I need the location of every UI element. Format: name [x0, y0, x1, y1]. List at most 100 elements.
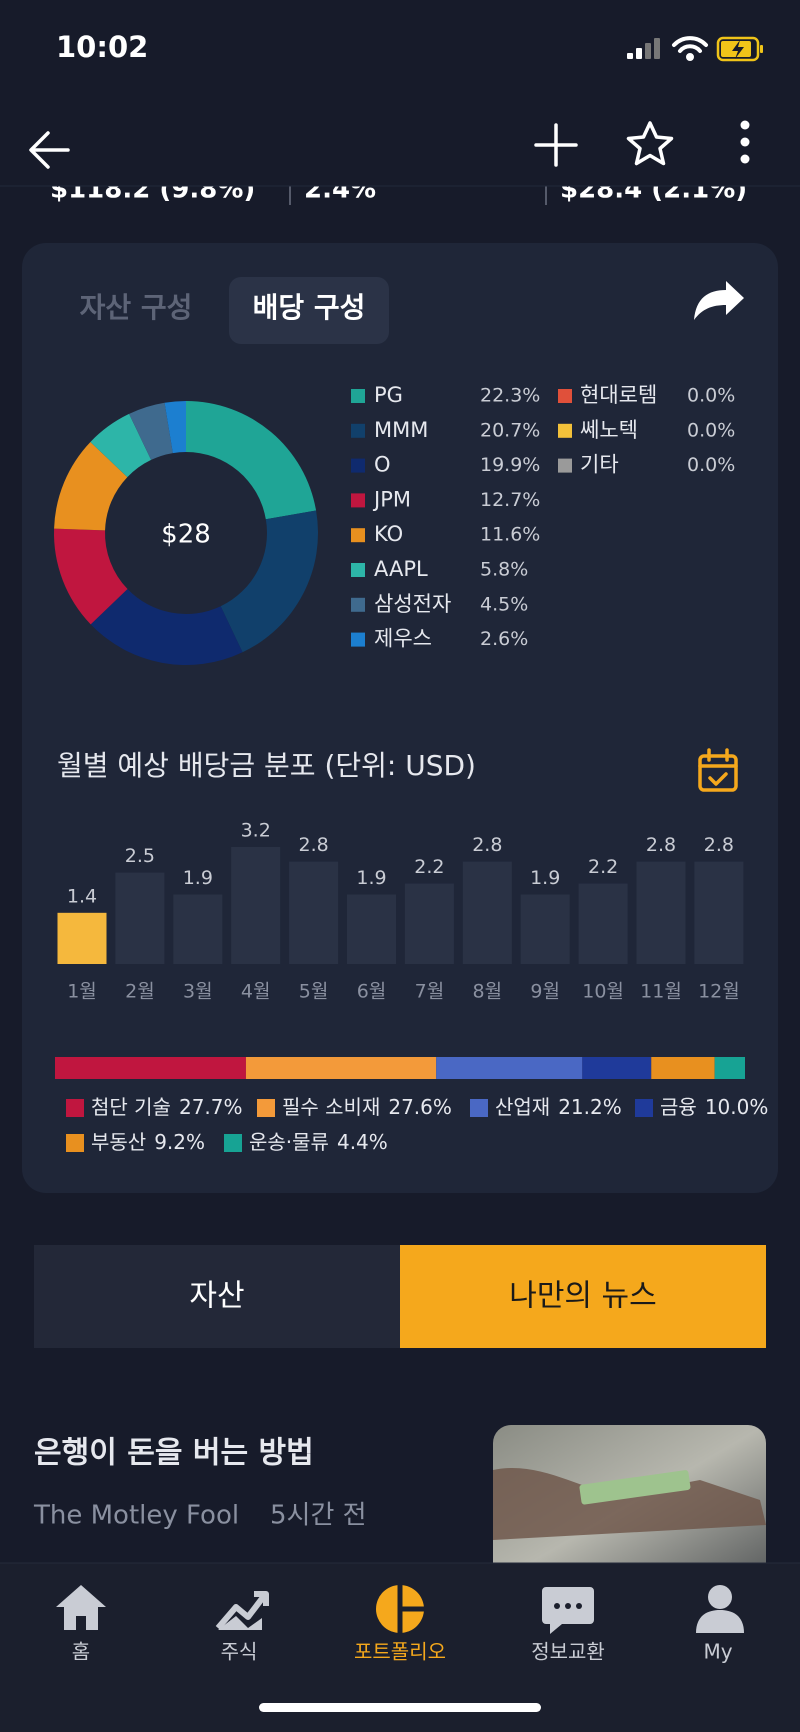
sector-swatch: [635, 1099, 653, 1117]
bar-value-label: 2.8: [472, 834, 502, 856]
sector-value: 10.0%: [705, 1095, 769, 1119]
bar-value-label: 1.9: [530, 867, 560, 889]
legend-swatch: [351, 597, 365, 612]
donut-slice: [90, 413, 152, 478]
nav-home-icon[interactable]: [56, 1585, 106, 1630]
legend-value: 0.0%: [687, 419, 735, 441]
legend-swatch: [351, 493, 365, 508]
donut-slice: [54, 528, 128, 625]
month-label: 10월: [582, 981, 624, 1003]
tab-asset-composition[interactable]: 자산 구성: [80, 291, 193, 324]
month-label: 4월: [241, 981, 271, 1003]
sector-legend: 운송·물류 4.4%: [249, 1130, 388, 1154]
legend-value: 5.8%: [480, 559, 528, 581]
share-button[interactable]: [694, 281, 744, 320]
month-label: 2월: [125, 981, 155, 1003]
month-bar: [347, 894, 396, 964]
sector-value: 27.7%: [179, 1095, 243, 1119]
nav-label[interactable]: 주식: [221, 1640, 258, 1664]
sector-legend: 부동산 9.2%: [91, 1130, 205, 1154]
nav-stock-icon[interactable]: [215, 1591, 269, 1630]
sector-swatch: [257, 1099, 275, 1117]
month-label: 5월: [299, 981, 329, 1003]
nav-stock-icon-fill: [218, 1616, 262, 1630]
month-label: 7월: [415, 981, 445, 1003]
bar-value-label: 1.4: [67, 885, 97, 907]
add-button[interactable]: [534, 123, 578, 167]
month-label: 9월: [530, 981, 560, 1003]
tab-dividend-composition[interactable]: 배당 구성: [253, 291, 366, 324]
bar-value-label: 1.9: [356, 867, 386, 889]
month-label: 12월: [698, 981, 740, 1003]
month-label: 3월: [183, 981, 213, 1003]
sector-name: 필수 소비재: [282, 1095, 380, 1119]
donut-slice: [90, 589, 243, 666]
sector-swatch: [470, 1099, 488, 1117]
month-bar: [57, 912, 107, 964]
month-bar: [636, 861, 686, 964]
sector-name: 운송·물류: [249, 1130, 329, 1154]
legend-name: PG: [374, 383, 403, 407]
legend-name: 현대로템: [580, 383, 657, 407]
month-label: 1월: [67, 981, 97, 1003]
battery-icon: [716, 36, 763, 62]
nav-label[interactable]: 홈: [72, 1640, 90, 1664]
home-indicator: [259, 1703, 541, 1712]
news-source: The Motley Fool: [33, 1501, 239, 1531]
nav-label[interactable]: My: [703, 1640, 732, 1664]
news-title[interactable]: 은행이 돈을 버는 방법: [34, 1436, 314, 1471]
sector-legend: 첨단 기술 27.7%: [91, 1095, 243, 1119]
calendar-button[interactable]: [698, 748, 738, 792]
news-thumbnail[interactable]: [493, 1425, 766, 1585]
legend-value: 0.0%: [687, 385, 735, 407]
sector-legend: 금융 10.0%: [660, 1095, 768, 1119]
favorite-button[interactable]: [626, 121, 674, 166]
legend-swatch: [558, 423, 572, 438]
tab-news[interactable]: 나만의 뉴스: [509, 1279, 657, 1314]
bar-value-label: 3.2: [241, 820, 271, 842]
nav-label[interactable]: 정보교환: [531, 1640, 605, 1664]
donut-slice: [220, 510, 319, 653]
nav-community-icon[interactable]: [542, 1587, 594, 1634]
sector-value: 4.4%: [337, 1130, 388, 1154]
tab-assets[interactable]: 자산: [189, 1279, 244, 1314]
nav-portfolio-icon[interactable]: [376, 1585, 424, 1633]
sector-name: 첨단 기술: [91, 1095, 171, 1119]
nav-my-icon[interactable]: [696, 1585, 744, 1633]
month-label: 11월: [640, 981, 682, 1003]
legend-swatch: [351, 423, 365, 438]
month-label: 8월: [473, 981, 503, 1003]
sector-value: 27.6%: [388, 1095, 452, 1119]
bar-value-label: 2.2: [414, 856, 444, 878]
bar-value-label: 2.2: [588, 856, 618, 878]
header-bg: [0, 0, 800, 186]
wifi-icon: [672, 36, 708, 61]
legend-swatch: [351, 389, 365, 403]
bar-value-label: 2.8: [298, 834, 328, 856]
month-bar: [289, 861, 339, 964]
legend-value: 11.6%: [480, 524, 540, 546]
sector-segment: [436, 1057, 583, 1079]
bar-value-label: 2.8: [704, 834, 734, 856]
sector-swatch: [66, 1099, 84, 1117]
month-bar: [462, 861, 512, 964]
month-bar: [231, 847, 281, 964]
more-button[interactable]: [740, 120, 750, 164]
sector-swatch: [224, 1134, 242, 1152]
sector-segment: [245, 1057, 437, 1079]
back-button[interactable]: [29, 131, 70, 169]
nav-label[interactable]: 포트폴리오: [354, 1640, 446, 1664]
sector-segment: [582, 1057, 652, 1079]
legend-value: 22.3%: [480, 385, 540, 407]
sector-segment: [55, 1057, 246, 1079]
sector-segment: [651, 1057, 715, 1079]
sector-name: 부동산: [91, 1130, 146, 1154]
sector-name: 산업재: [495, 1095, 550, 1119]
legend-swatch: [558, 458, 572, 473]
month-bar: [115, 872, 165, 964]
sector-value: 21.2%: [558, 1095, 622, 1119]
tab-active-bg: [229, 277, 389, 344]
legend-name: AAPL: [374, 557, 428, 581]
sector-name: 금융: [660, 1095, 697, 1119]
month-label: 6월: [357, 981, 387, 1003]
